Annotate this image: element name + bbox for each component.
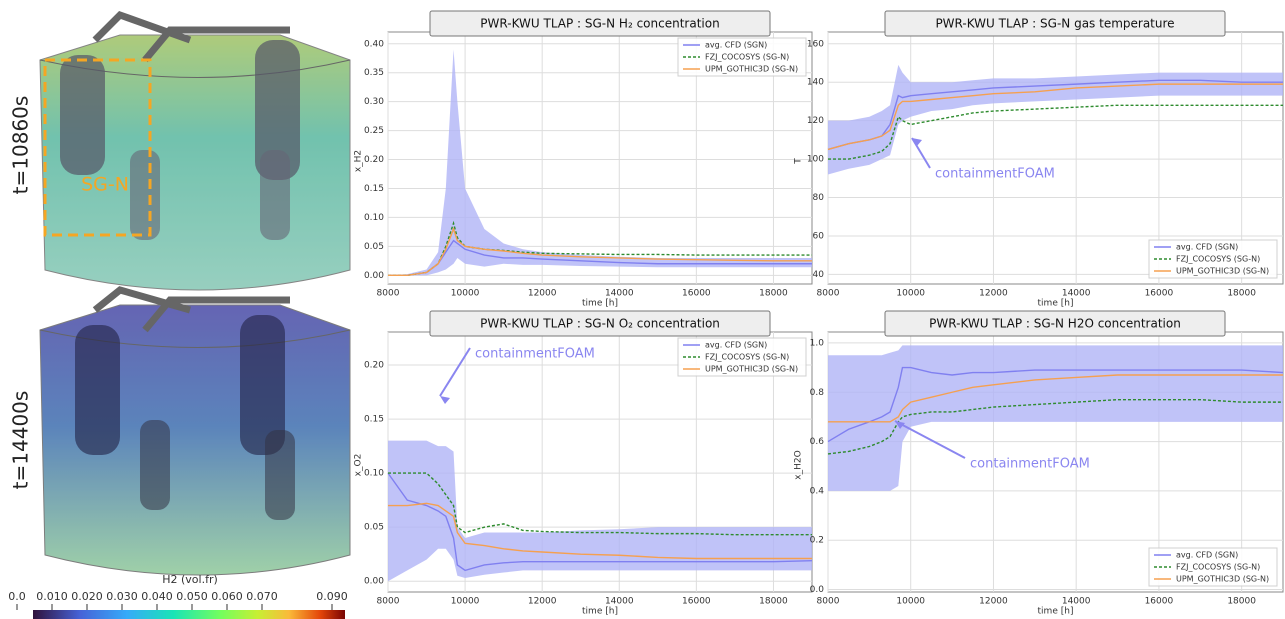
x-tick-label: 16000 [1145,289,1174,299]
colorbar-tick-label: 0.070 [246,590,278,603]
y-tick-label: 60 [813,231,825,241]
x-axis-label: time [h] [582,299,618,309]
x-tick-label: 16000 [682,597,711,607]
x-tick-label: 14000 [605,289,634,299]
y-tick-label: 0.40 [364,39,384,49]
legend-label: avg. CFD (SGN) [1176,551,1238,560]
colorbar-tick-label: 0.010 [36,590,68,603]
y-tick-label: 0.2 [810,536,824,546]
y-tick-label: 0.15 [364,415,384,425]
legend-label: FZJ_COCOSYS (SG-N) [1176,255,1260,264]
panel-label: t=14400s [9,391,33,490]
x-tick-label: 14000 [1062,597,1091,607]
x-tick-label: 18000 [1227,597,1256,607]
figure: t=10860s SG-N t=14400s H2 (vol.fr) 0.0 0.… [0,0,1285,619]
x-tick-label: 10000 [451,597,480,607]
render-bottom [40,290,350,575]
y-axis-label: x_H2 [354,150,364,172]
y-tick-label: 0.00 [364,577,384,587]
colorbar-tick-label: 0.050 [176,590,208,603]
y-tick-label: 0.4 [810,486,825,496]
y-tick-label: 1.0 [810,338,825,348]
chart-title: PWR-KWU TLAP : SG-N H2O concentration [929,317,1181,331]
y-tick-label: 0.6 [810,437,825,447]
x-tick-label: 12000 [979,597,1008,607]
x-tick-label: 12000 [528,289,557,299]
legend-label: UPM_GOTHIC3D (SG-N) [1176,267,1269,276]
y-axis-label: T [794,158,804,165]
x-axis-label: time [h] [582,607,618,617]
y-tick-label: 100 [807,155,824,165]
legend-label: FZJ_COCOSYS (SG-N) [1176,563,1260,572]
y-tick-label: 140 [807,78,824,88]
x-tick-label: 18000 [1227,289,1256,299]
x-tick-label: 8000 [817,289,840,299]
x-tick-label: 10000 [896,289,925,299]
colorbar-tick-label: 0.040 [141,590,173,603]
chart-title: PWR-KWU TLAP : SG-N gas temperature [935,17,1174,31]
x-tick-label: 16000 [1145,597,1174,607]
y-axis-label: x_O2 [354,454,364,477]
panel-label: t=10860s [9,96,33,195]
x-axis-label: time [h] [1038,607,1074,617]
y-tick-label: 0.35 [364,68,384,78]
y-tick-label: 0.0 [810,585,825,595]
legend-label: FZJ_COCOSYS (SG-N) [705,53,789,62]
y-tick-label: 0.20 [364,361,384,371]
chart-title: PWR-KWU TLAP : SG-N O₂ concentration [480,317,720,331]
y-axis-label: x_H2O [794,450,804,479]
y-tick-label: 0.8 [810,388,825,398]
y-tick-label: 0.05 [364,523,384,533]
y-tick-label: 0.10 [364,469,384,479]
x-axis-label: time [h] [1038,299,1074,309]
colorbar-tick-label: 0.020 [71,590,103,603]
region-label: SG-N [81,174,129,196]
y-tick-label: 0.10 [364,213,384,223]
render-top [40,15,350,290]
x-tick-label: 18000 [759,289,788,299]
chart-title: PWR-KWU TLAP : SG-N H₂ concentration [480,17,719,31]
colorbar-tick-label: 0.060 [211,590,243,603]
y-tick-label: 0.00 [364,271,384,281]
colorbar-title: H2 (vol.fr) [162,573,218,586]
x-tick-label: 12000 [979,289,1008,299]
colorbar-tick-label: 0.0 [8,590,26,603]
x-tick-label: 14000 [605,597,634,607]
legend-label: avg. CFD (SGN) [1176,243,1238,252]
x-tick-label: 8000 [377,289,400,299]
colorbar-tick-label: 0.090 [316,590,348,603]
legend-label: UPM_GOTHIC3D (SG-N) [705,65,798,74]
x-tick-label: 16000 [682,289,711,299]
legend-label: UPM_GOTHIC3D (SG-N) [1176,575,1269,584]
annotation: containmentFOAM [475,347,595,362]
x-tick-label: 12000 [528,597,557,607]
y-tick-label: 120 [807,116,824,126]
colorbar-tick-label: 0.030 [106,590,138,603]
y-tick-label: 40 [813,270,825,280]
x-tick-label: 14000 [1062,289,1091,299]
legend-label: avg. CFD (SGN) [705,41,767,50]
x-tick-label: 10000 [451,289,480,299]
legend-label: FZJ_COCOSYS (SG-N) [705,353,789,362]
x-tick-label: 8000 [377,597,400,607]
legend-label: avg. CFD (SGN) [705,341,767,350]
y-tick-label: 0.25 [364,126,384,136]
x-tick-label: 8000 [817,597,840,607]
legend-label: UPM_GOTHIC3D (SG-N) [705,365,798,374]
y-tick-label: 0.30 [364,97,384,107]
annotation: containmentFOAM [970,457,1090,472]
x-tick-label: 10000 [896,597,925,607]
y-tick-label: 0.05 [364,242,384,252]
y-tick-label: 0.15 [364,184,384,194]
colorbar [33,610,345,619]
y-tick-label: 160 [807,39,824,49]
x-tick-label: 18000 [759,597,788,607]
y-tick-label: 80 [813,193,825,203]
annotation: containmentFOAM [935,167,1055,182]
y-tick-label: 0.20 [364,155,384,165]
